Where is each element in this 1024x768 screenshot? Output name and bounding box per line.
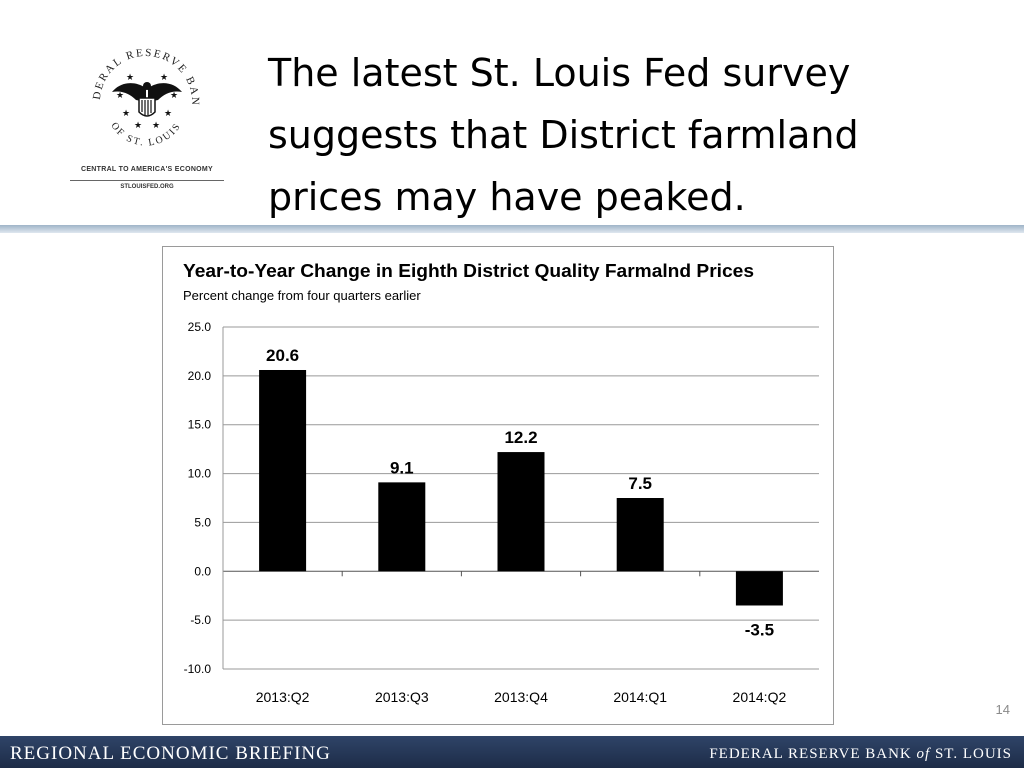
logo-tagline: CENTRAL TO AMERICA'S ECONOMY xyxy=(80,166,214,173)
footer-bank-name-part-1: FEDERAL RESERVE BANK xyxy=(709,746,917,762)
eagle-icon xyxy=(112,82,182,117)
slide-title-line-1: The latest St. Louis Fed survey xyxy=(268,51,851,95)
data-label: -3.5 xyxy=(745,620,774,639)
fed-seal: FEDERAL RESERVE BANK OF ST. LOUIS ★★ ★★ … xyxy=(59,27,199,149)
fed-logo: FEDERAL RESERVE BANK OF ST. LOUIS ★★ ★★ … xyxy=(59,27,230,196)
y-tick-label: 25.0 xyxy=(188,320,212,334)
y-tick-label: 5.0 xyxy=(194,515,211,529)
y-tick-label: 15.0 xyxy=(188,418,212,432)
y-tick-label: -5.0 xyxy=(190,613,211,627)
svg-text:★: ★ xyxy=(170,91,178,101)
logo-divider xyxy=(70,180,224,181)
footer-bank-name: FEDERAL RESERVE BANK of ST. LOUIS xyxy=(709,746,1012,763)
slide-title: The latest St. Louis Fed survey suggests… xyxy=(268,42,968,228)
bar xyxy=(378,482,426,572)
y-tick-label: -10.0 xyxy=(184,662,212,676)
svg-text:★: ★ xyxy=(134,121,142,131)
footer-bank-name-part-2: ST. LOUIS xyxy=(930,746,1012,762)
seal-ring-bottom-text: OF ST. LOUIS xyxy=(108,120,183,148)
svg-text:★: ★ xyxy=(164,109,172,119)
data-label: 7.5 xyxy=(628,474,652,493)
bar xyxy=(616,498,664,572)
chart-title: Year-to-Year Change in Eighth District Q… xyxy=(183,261,754,281)
svg-text:★: ★ xyxy=(152,121,160,131)
svg-text:★: ★ xyxy=(126,73,134,83)
data-label: 20.6 xyxy=(266,346,299,365)
bar xyxy=(497,452,545,572)
slide-title-line-3: prices may have peaked. xyxy=(268,175,746,219)
page-number: 14 xyxy=(995,702,1010,717)
slide-title-line-2: suggests that District farmland xyxy=(268,113,859,157)
x-tick-label: 2013:Q2 xyxy=(256,689,310,705)
x-tick-label: 2014:Q1 xyxy=(613,689,667,705)
svg-text:★: ★ xyxy=(116,91,124,101)
footer-bank-name-of: of xyxy=(916,746,931,762)
x-tick-label: 2013:Q4 xyxy=(494,689,548,705)
svg-text:★: ★ xyxy=(160,73,168,83)
chart-subtitle: Percent change from four quarters earlie… xyxy=(183,288,421,303)
title-divider-bar xyxy=(0,225,1024,233)
x-tick-label: 2013:Q3 xyxy=(375,689,429,705)
bar xyxy=(735,571,783,606)
svg-text:★: ★ xyxy=(122,109,130,119)
footer-briefing-title: REGIONAL ECONOMIC BRIEFING xyxy=(10,743,331,764)
data-label: 9.1 xyxy=(390,458,414,477)
chart-frame: Year-to-Year Change in Eighth District Q… xyxy=(162,246,834,725)
logo-url: STLOUISFED.ORG xyxy=(120,184,174,190)
bar-chart: Year-to-Year Change in Eighth District Q… xyxy=(183,261,819,705)
y-tick-label: 20.0 xyxy=(188,369,212,383)
data-label: 12.2 xyxy=(504,428,537,447)
star-icons: ★ ★ ★ ★ ★ ★ ★ ★ xyxy=(116,73,178,131)
bar xyxy=(259,369,307,572)
footer-bar: REGIONAL ECONOMIC BRIEFING FEDERAL RESER… xyxy=(0,736,1024,768)
y-tick-label: 0.0 xyxy=(194,564,211,578)
y-tick-label: 10.0 xyxy=(188,467,212,481)
x-tick-label: 2014:Q2 xyxy=(733,689,787,705)
